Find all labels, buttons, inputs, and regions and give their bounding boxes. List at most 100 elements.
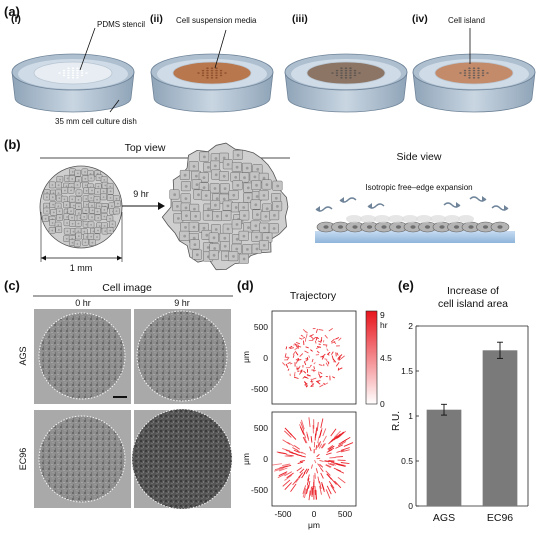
panel-b-letter: (b)	[4, 137, 21, 152]
cell-nucleus	[184, 197, 188, 201]
petri-dish-1	[11, 53, 135, 113]
cell-nucleus	[65, 185, 68, 188]
x-tick-label-ags: AGS	[433, 512, 455, 524]
cell-nucleus	[66, 230, 69, 233]
stencil-hole	[206, 72, 209, 74]
trajectory-track	[285, 363, 289, 368]
cell-nucleus	[66, 177, 69, 180]
trajectory-track	[284, 353, 287, 358]
cell-nucleus	[234, 175, 238, 179]
col-9hr-label: 9 hr	[174, 298, 190, 308]
cell-nucleus	[58, 210, 61, 213]
trajectory-track	[316, 422, 319, 432]
side-view-caption: Isotropic free–edge expansion	[365, 183, 472, 192]
cell-nucleus	[77, 222, 80, 225]
trajectory-track	[321, 443, 326, 449]
trajectory-track	[328, 328, 333, 332]
trajectory-track	[330, 478, 337, 485]
trajectory-track	[312, 336, 317, 341]
cell-nucleus	[254, 203, 258, 207]
trajectory-track	[307, 474, 310, 481]
trajectory-track	[289, 347, 294, 349]
cell-nucleus	[192, 165, 196, 168]
cell-nucleus	[197, 193, 200, 197]
trajectory-track	[337, 464, 346, 467]
cell-nucleus	[204, 194, 208, 198]
side-cell-nucleus	[395, 225, 402, 229]
trajectory-track	[299, 370, 303, 375]
cell-nucleus	[216, 214, 219, 218]
y-tick-label: 1	[408, 411, 413, 421]
cell-nucleus	[91, 241, 94, 244]
cell-nucleus	[76, 172, 79, 175]
stencil-hole	[486, 72, 489, 74]
trajectory-track	[299, 353, 304, 357]
trajectory-track	[322, 428, 327, 437]
trajectory-track	[305, 468, 310, 474]
cell-nucleus	[72, 230, 75, 233]
pdms-stencil-label: PDMS stencil	[97, 20, 145, 29]
stencil-hole	[472, 74, 476, 77]
trajectory-track	[319, 429, 323, 438]
cell-nucleus	[96, 198, 99, 201]
trajectory-track	[309, 446, 312, 452]
cell-nucleus	[222, 156, 226, 160]
panel-d-letter: (d)	[237, 278, 254, 293]
trajectory-track	[306, 478, 310, 486]
trajectory-track	[321, 356, 325, 360]
stencil-hole	[215, 67, 218, 69]
trajectory-track	[295, 358, 299, 361]
trajectory-track	[310, 464, 313, 469]
cell-nucleus	[65, 204, 68, 206]
trajectory-track	[298, 359, 302, 361]
cell-nucleus	[264, 215, 268, 218]
ytick-top-500: 500	[254, 322, 268, 332]
media-callout-line	[214, 29, 227, 69]
stencil-hole	[349, 69, 352, 72]
stencil-hole	[335, 72, 339, 74]
side-cell-nucleus	[323, 225, 329, 229]
row-ags-label: AGS	[18, 346, 28, 365]
trajectory-track	[315, 489, 317, 500]
trajectory-track	[323, 460, 330, 463]
trajectory-track	[289, 362, 293, 365]
trajectory-track	[300, 421, 305, 431]
cell-nucleus	[215, 197, 219, 201]
trajectory-track	[286, 454, 294, 457]
image-ags-9hr	[134, 309, 231, 404]
cell-nucleus	[90, 197, 93, 199]
stencil-hole	[481, 74, 485, 77]
cell-nucleus	[247, 226, 250, 230]
trajectory-track	[324, 358, 328, 360]
bar-title-line1: Increase of	[447, 285, 499, 297]
stencil-hole	[477, 72, 480, 74]
ytick-bot-0: 0	[263, 454, 268, 464]
cell-nucleus	[52, 192, 55, 195]
trajectory-track	[304, 381, 308, 385]
trajectory-track	[303, 361, 307, 366]
cell-nucleus	[193, 207, 196, 211]
cell-nucleus	[109, 196, 112, 199]
cell-nucleus	[90, 177, 93, 180]
cell-nucleus	[224, 254, 228, 258]
cell-nucleus	[256, 167, 260, 171]
side-cell-ghost	[416, 215, 432, 223]
cell-nucleus	[206, 246, 210, 249]
cell-nucleus	[63, 189, 66, 192]
bar-title-line2: cell island area	[438, 298, 508, 310]
cell-nucleus	[255, 247, 259, 251]
cell-nucleus	[246, 248, 249, 251]
cell-nucleus	[194, 174, 198, 178]
wave-arrowhead	[316, 206, 320, 212]
trajectory-track	[330, 338, 335, 343]
stencil-hole	[219, 72, 223, 74]
cell-nucleus	[272, 227, 276, 230]
trajectory-track	[277, 472, 287, 479]
trajectory-track	[316, 350, 320, 354]
cell-nucleus	[97, 185, 100, 188]
cell-nucleus	[77, 179, 80, 182]
stencil-hole	[468, 67, 471, 69]
stencil-hole	[349, 77, 352, 79]
side-cell-ghost	[402, 215, 418, 223]
cell-nucleus	[103, 208, 106, 211]
